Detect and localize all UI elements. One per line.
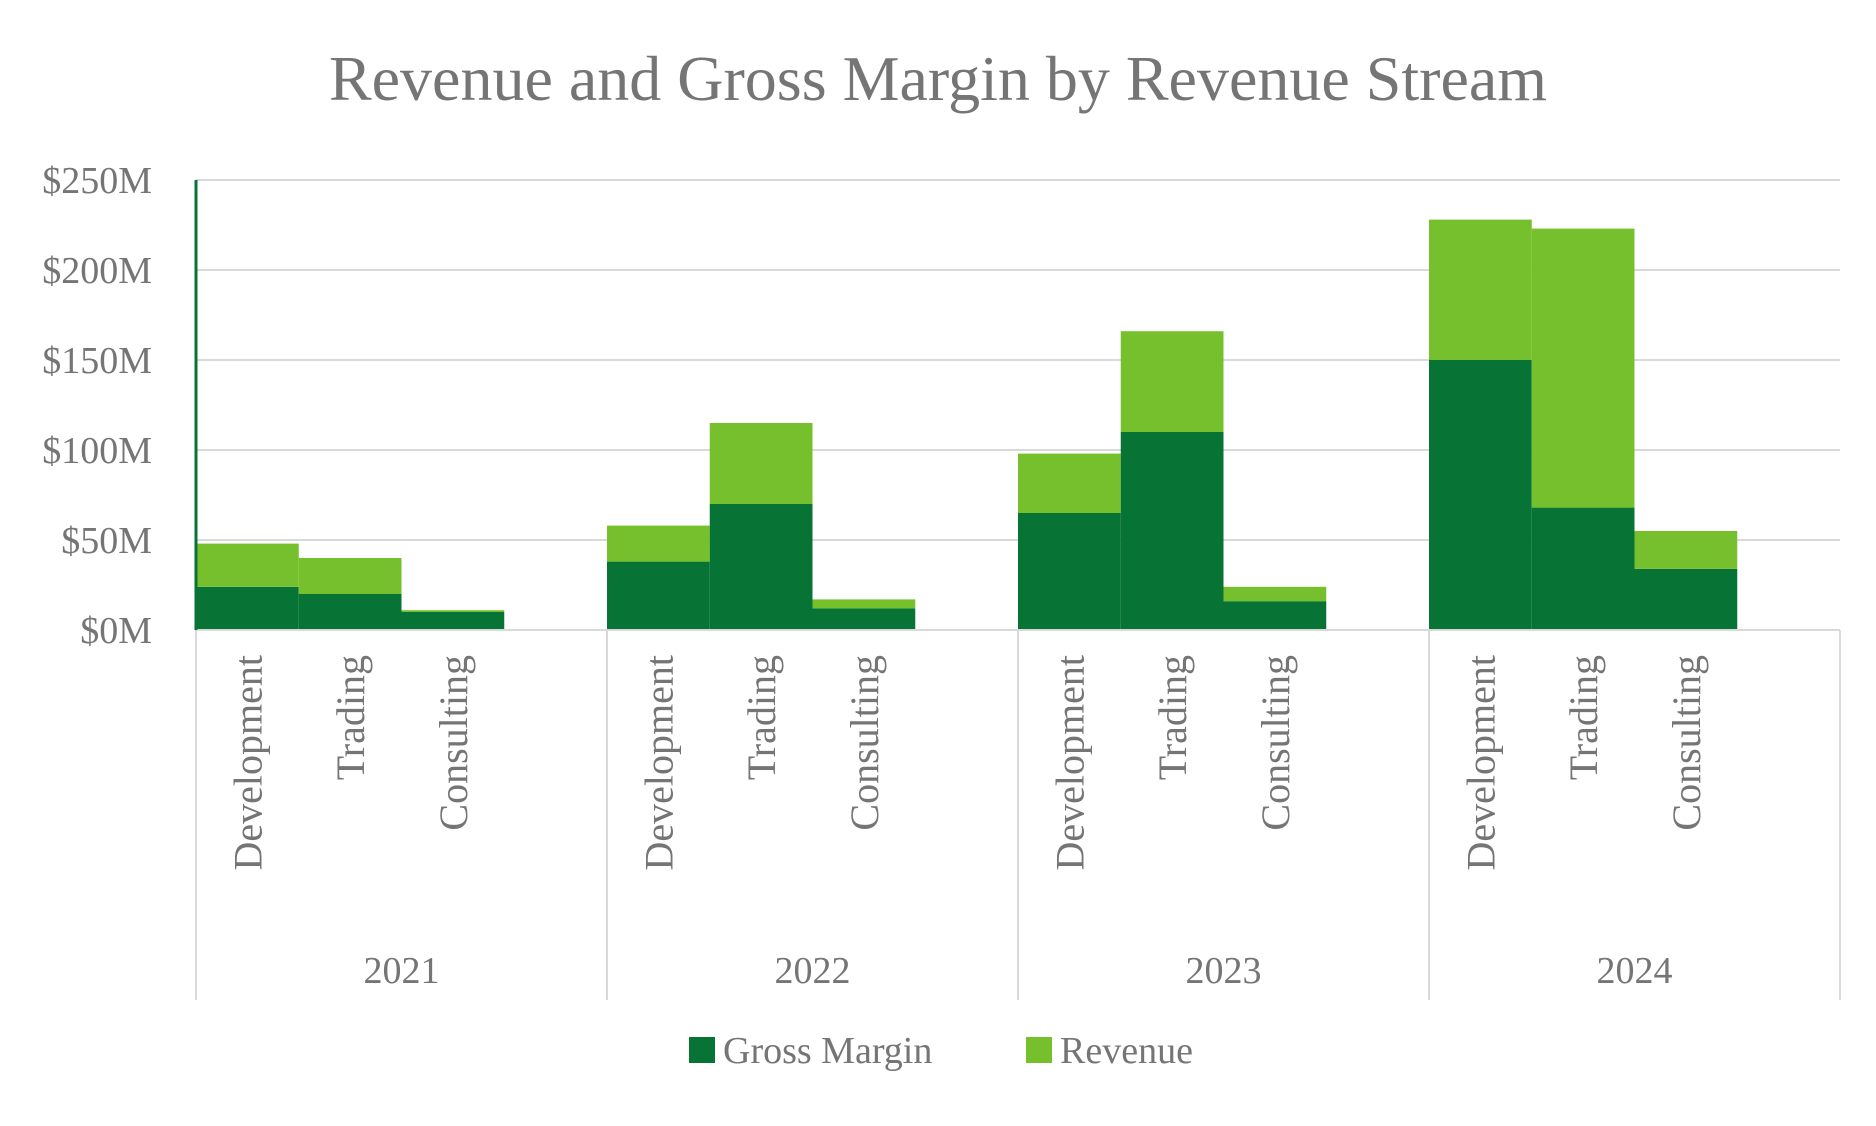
y-tick-label: $200M [42,250,152,292]
bar-gross-margin-2021-consulting [401,612,505,630]
chart-title: Revenue and Gross Margin by Revenue Stre… [329,43,1547,114]
category-label: Development [225,655,270,871]
bar-gross-margin-2023-trading [1120,432,1224,630]
y-tick-label: $100M [42,430,152,472]
bar-gross-margin-2022-development [607,561,710,630]
bar-revenue-2023-development [1018,453,1121,513]
bar-revenue-2022-consulting [812,599,916,609]
bar-revenue-2024-consulting [1634,531,1738,569]
bars [196,219,1738,630]
y-tick-label: $250M [42,160,152,202]
bar-revenue-2023-consulting [1223,586,1327,602]
bar-gross-margin-2023-consulting [1223,601,1327,630]
axes: $0M $50M $100M $150M $200M $250M Development Tr… [42,160,1841,1000]
bar-revenue-2022-trading [709,423,813,504]
bar-gross-margin-2021-trading [298,594,402,630]
y-tick-label: $50M [61,520,152,562]
category-label: Development [1047,655,1092,871]
bar-gross-margin-2021-development [196,586,299,630]
bar-revenue-2022-development [607,525,710,562]
bar-gross-margin-2024-consulting [1634,568,1738,630]
bar-gross-margin-2023-development [1018,513,1121,630]
category-label: Trading [328,655,373,780]
y-tick-label: $0M [80,610,152,652]
category-label: Consulting [431,655,476,831]
group-label: 2024 [1597,950,1673,992]
legend-swatch [689,1037,715,1063]
bar-gross-margin-2024-development [1429,360,1532,630]
category-label: Development [636,655,681,871]
bar-gross-margin-2024-trading [1531,507,1635,630]
bar-revenue-2023-trading [1120,331,1224,432]
category-label: Consulting [1253,655,1298,831]
bar-gross-margin-2022-trading [709,504,813,630]
legend-label: Gross Margin [723,1030,932,1072]
legend: Gross Margin Revenue [689,1030,1193,1072]
category-label: Consulting [1664,655,1709,831]
group-label: 2023 [1186,950,1262,992]
category-label: Trading [1561,655,1606,780]
bar-revenue-2021-consulting [401,610,505,612]
bar-revenue-2024-development [1429,219,1532,360]
group-label: 2021 [364,950,440,992]
bar-revenue-2021-development [196,543,299,587]
group-label: 2022 [775,950,851,992]
bar-revenue-2024-trading [1531,228,1635,508]
bar-gross-margin-2022-consulting [812,608,916,630]
category-label: Trading [739,655,784,780]
category-label: Development [1458,655,1503,871]
legend-swatch [1026,1037,1052,1063]
legend-label: Revenue [1060,1030,1193,1072]
bar-revenue-2021-trading [298,558,402,594]
category-label: Trading [1150,655,1195,780]
category-label: Consulting [842,655,887,831]
y-tick-label: $150M [42,340,152,382]
